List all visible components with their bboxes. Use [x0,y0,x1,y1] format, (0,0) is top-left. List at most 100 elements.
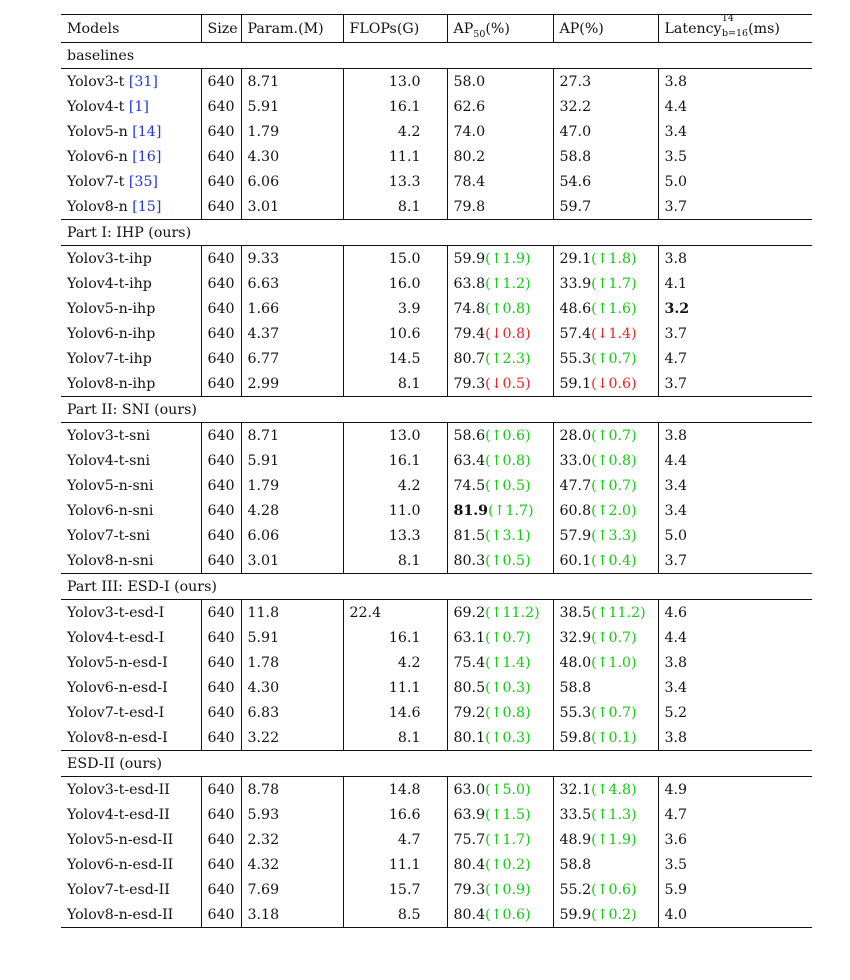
param-cell: 1.79 [241,119,344,144]
model-cell: Yolov6-n-esd-II [61,852,202,877]
flops-cell: 11.0 [343,498,448,523]
latency-cell: 3.7 [658,548,812,574]
ap-cell: 47.0 [553,119,659,144]
param-cell: 5.91 [241,448,344,473]
ap50-value: 69.2 [453,604,486,621]
ap-value: 32.9 [559,629,592,646]
flops-cell: 4.2 [343,650,448,675]
ap-delta: (↑1.3) [591,806,637,823]
ap50-cell: 63.1(↑0.7) [447,625,554,650]
model-name: Yolov8-n-ihp [67,375,156,392]
ap50-cell: 79.4(↓0.8) [447,321,554,346]
ap-delta: (↑3.3) [591,527,637,544]
header-latency: LatencyT4 b=16(ms) [658,15,812,43]
size-cell: 640 [201,271,242,296]
citation-link[interactable]: [15] [132,198,162,215]
ap-cell: 32.1(↑4.8) [553,776,659,802]
param-cell: 5.91 [241,94,344,119]
ap-cell: 29.1(↑1.8) [553,245,659,271]
ap-cell: 33.5(↑1.3) [553,802,659,827]
ap50-delta: (↓0.8) [485,325,531,342]
size-cell: 640 [201,144,242,169]
model-cell: Yolov8-n-ihp [61,371,202,397]
ap-value: 54.6 [559,173,592,190]
param-cell: 4.28 [241,498,344,523]
table-row: Yolov8-n-esd-I 640 3.22 8.1 80.1(↑0.3) 59.8(↑… [61,725,812,751]
param-cell: 4.30 [241,675,344,700]
table-header: Models Size Param.(M) FLOPs(G) AP50(%) A… [61,14,812,43]
size-cell: 640 [201,194,242,220]
ap-delta: (↑4.8) [591,781,637,798]
model-name: Yolov6-n-esd-I [67,679,168,696]
table-row: Yolov8-n-ihp 640 2.99 8.1 79.3(↓0.5) 59.1(↓0.… [61,371,812,397]
ap50-cell: 62.6 [447,94,554,119]
ap-cell: 60.8(↑2.0) [553,498,659,523]
citation-link[interactable]: [35] [128,173,158,190]
ap50-delta: (↓0.5) [485,375,531,392]
ap-cell: 28.0(↑0.7) [553,422,659,448]
ap-value: 58.8 [559,148,592,165]
size-cell: 640 [201,448,242,473]
ap-value: 55.2 [559,881,592,898]
ap-cell: 59.1(↓0.6) [553,371,659,397]
ap50-delta: (↑1.2) [485,275,531,292]
latency-value: 3.7 [664,552,688,569]
flops-cell: 4.7 [343,827,448,852]
ap-cell: 57.4(↓1.4) [553,321,659,346]
section-header-row: ESD-II (ours) [61,750,812,777]
param-cell: 8.71 [241,68,344,94]
table-row: Yolov7-t-ihp 640 6.77 14.5 80.7(↑2.3) 55.3(↑0… [61,346,812,371]
ap-value: 33.9 [559,275,592,292]
latency-value: 4.4 [664,98,688,115]
ap50-value: 80.5 [453,679,486,696]
ap50-cell: 59.9(↑1.9) [447,245,554,271]
latency-value: 3.7 [664,198,688,215]
model-cell: Yolov3-t-sni [61,422,202,448]
ap-value: 38.5 [559,604,592,621]
flops-cell: 16.1 [343,94,448,119]
citation-link[interactable]: [14] [132,123,162,140]
param-cell: 6.63 [241,271,344,296]
latency-cell: 5.2 [658,700,812,725]
ap50-cell: 80.5(↑0.3) [447,675,554,700]
ap50-value: 63.9 [453,806,486,823]
size-cell: 640 [201,700,242,725]
ap-value: 60.8 [559,502,592,519]
flops-cell: 4.2 [343,473,448,498]
citation-link[interactable]: [31] [128,73,158,90]
size-cell: 640 [201,169,242,194]
model-cell: Yolov3-t-esd-I [61,599,202,625]
latency-value: 3.6 [664,831,688,848]
model-name: Yolov7-t-sni [67,527,151,544]
model-name: Yolov4-t [67,98,125,115]
ap-cell: 48.6(↑1.6) [553,296,659,321]
ap50-value: 75.7 [453,831,486,848]
latency-cell: 4.6 [658,600,812,626]
ap-delta: (↑2.0) [591,502,637,519]
model-cell: Yolov7-t-esd-I [61,700,202,725]
citation-link[interactable]: [1] [128,98,149,115]
latency-cell: 4.9 [658,777,812,803]
latency-value: 4.0 [664,906,688,923]
header-size: Size [201,14,242,43]
ap50-cell: 74.8(↑0.8) [447,296,554,321]
model-cell: Yolov4-t-esd-II [61,802,202,827]
citation-link[interactable]: [16] [132,148,162,165]
ap50-delta: (↑0.8) [485,300,531,317]
ap50-cell: 81.9(↑1.7) [447,498,554,523]
ap-value: 32.1 [559,781,592,798]
model-name: Yolov5-n [67,123,128,140]
model-name: Yolov6-n-esd-II [67,856,174,873]
param-cell: 6.06 [241,523,344,548]
model-name: Yolov5-n-sni [67,477,154,494]
table-row: Yolov4-t [1] 640 5.91 16.1 62.6 32.2 4.4 [61,94,812,119]
ap-value: 28.0 [559,427,592,444]
param-cell: 2.99 [241,371,344,397]
ap50-delta: (↑0.3) [485,729,531,746]
param-cell: 3.01 [241,194,344,220]
ap-delta: (↑0.7) [591,704,637,721]
size-cell: 640 [201,119,242,144]
table-row: Yolov5-n-esd-II 640 2.32 4.7 75.7(↑1.7) 48.9(… [61,827,812,852]
model-cell: Yolov7-t [35] [61,169,202,194]
table-row: Yolov6-n-sni 640 4.28 11.0 81.9(↑1.7) 60.8(↑2… [61,498,812,523]
